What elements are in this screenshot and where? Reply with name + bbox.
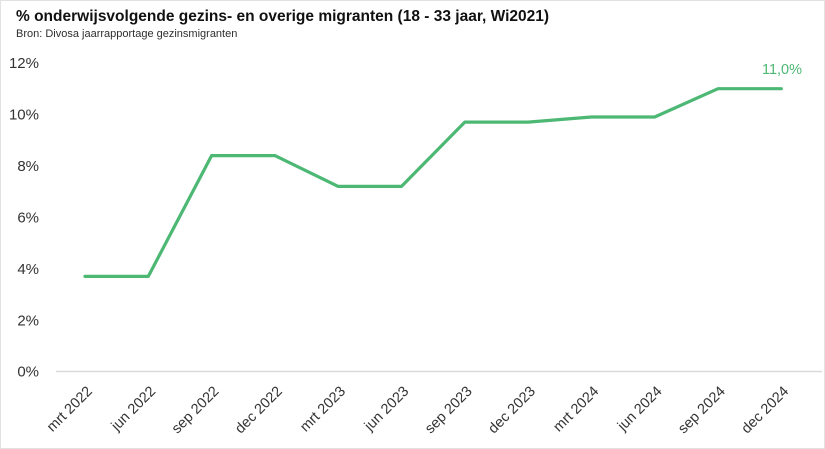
x-axis-tick-label: sep 2024 <box>675 384 729 438</box>
y-axis-tick-label: 6% <box>17 209 39 226</box>
x-axis-tick-label: dec 2023 <box>485 384 539 438</box>
y-axis-tick-label: 2% <box>17 312 39 329</box>
x-axis-tick-label: mrt 2024 <box>550 384 602 436</box>
x-axis-tick-label: dec 2024 <box>739 384 793 438</box>
chart-title: % onderwijsvolgende gezins- en overige m… <box>16 8 550 25</box>
x-axis-tick-label: sep 2023 <box>422 384 476 438</box>
x-axis-tick-label: jun 2023 <box>361 384 412 435</box>
x-axis-tick-label: dec 2022 <box>232 384 286 438</box>
y-axis-tick-label: 4% <box>17 261 39 278</box>
y-axis-tick-label: 10% <box>9 107 39 124</box>
data-line-series <box>83 87 783 278</box>
chart-source-subtitle: Bron: Divosa jaarrapportage gezinsmigran… <box>16 28 238 40</box>
x-axis-tick-label: jun 2022 <box>108 384 159 435</box>
x-axis-tick-label: sep 2022 <box>169 384 223 438</box>
y-axis-tick-label: 0% <box>17 364 39 381</box>
x-axis-tick-label: mrt 2022 <box>44 384 96 436</box>
y-axis-tick-label: 8% <box>17 158 39 175</box>
x-axis-tick-label: mrt 2023 <box>297 384 349 436</box>
last-point-value-label: 11,0% <box>762 62 802 78</box>
x-axis-tick-label: jun 2024 <box>614 384 665 435</box>
y-axis-tick-label: 12% <box>9 55 39 72</box>
